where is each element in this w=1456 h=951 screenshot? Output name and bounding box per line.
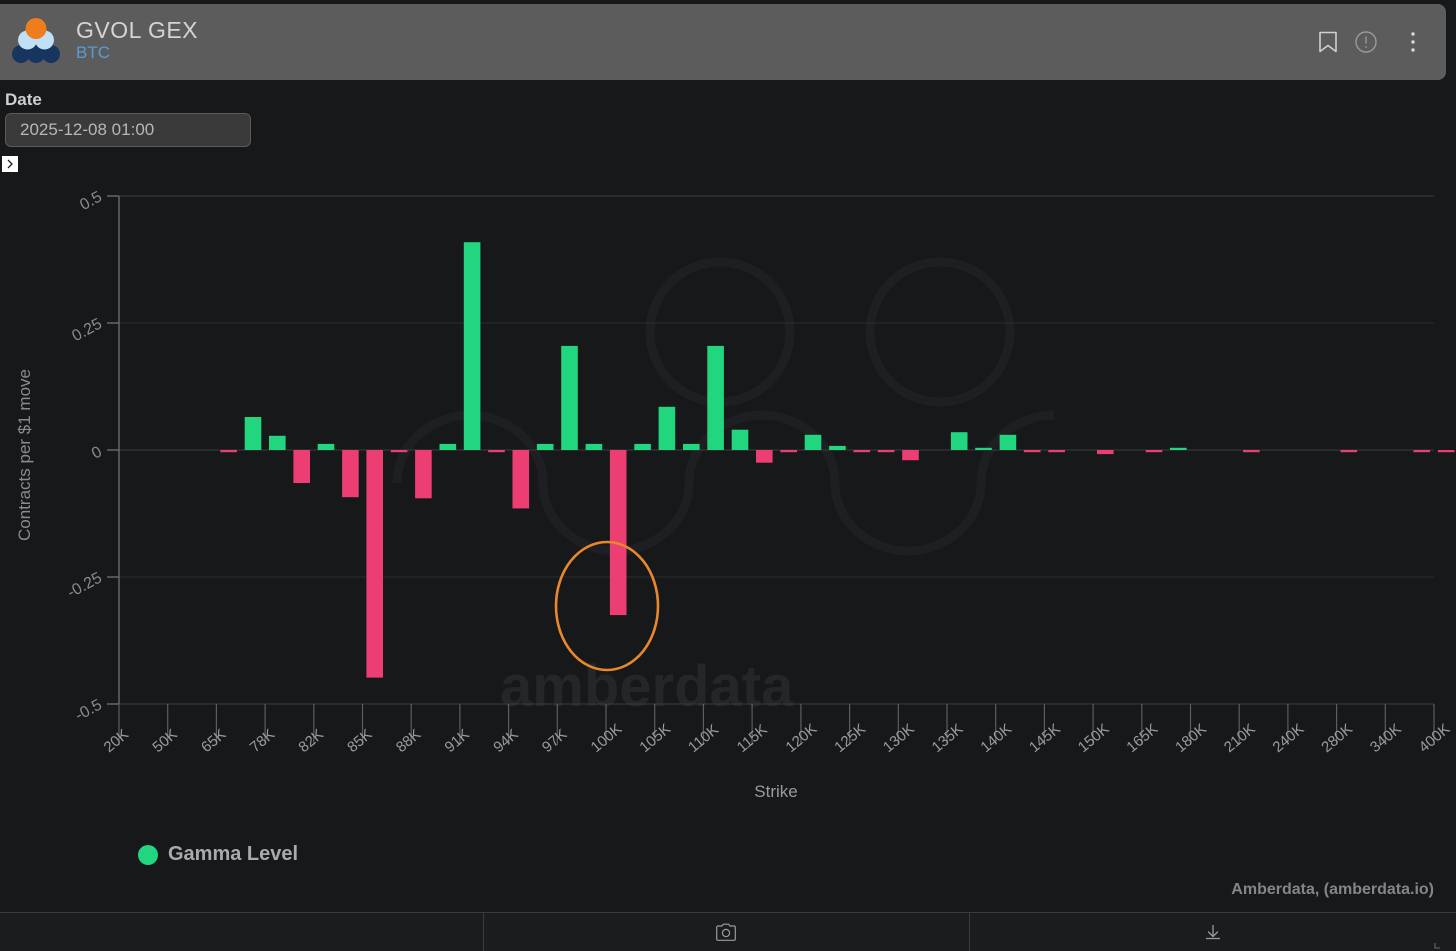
svg-text:91K: 91K — [442, 726, 473, 756]
svg-text:0: 0 — [89, 443, 105, 462]
svg-text:78K: 78K — [247, 726, 278, 756]
svg-text:-0.5: -0.5 — [73, 696, 105, 724]
svg-text:20K: 20K — [101, 726, 132, 756]
svg-text:82K: 82K — [295, 726, 326, 756]
svg-text:97K: 97K — [539, 726, 570, 756]
svg-text:0.5: 0.5 — [77, 188, 105, 213]
svg-text:0.25: 0.25 — [69, 315, 105, 345]
svg-text:Contracts per $1 move: Contracts per $1 move — [15, 369, 34, 541]
svg-text:115K: 115K — [734, 721, 771, 756]
svg-text:65K: 65K — [198, 726, 229, 756]
svg-text:94K: 94K — [490, 726, 521, 756]
svg-text:amberdata: amberdata — [500, 654, 794, 719]
svg-text:-0.25: -0.25 — [65, 569, 105, 601]
svg-text:88K: 88K — [393, 726, 424, 756]
svg-text:85K: 85K — [344, 726, 375, 756]
svg-text:50K: 50K — [149, 726, 180, 756]
svg-text:Strike: Strike — [754, 782, 797, 801]
svg-text:110K: 110K — [685, 721, 722, 756]
